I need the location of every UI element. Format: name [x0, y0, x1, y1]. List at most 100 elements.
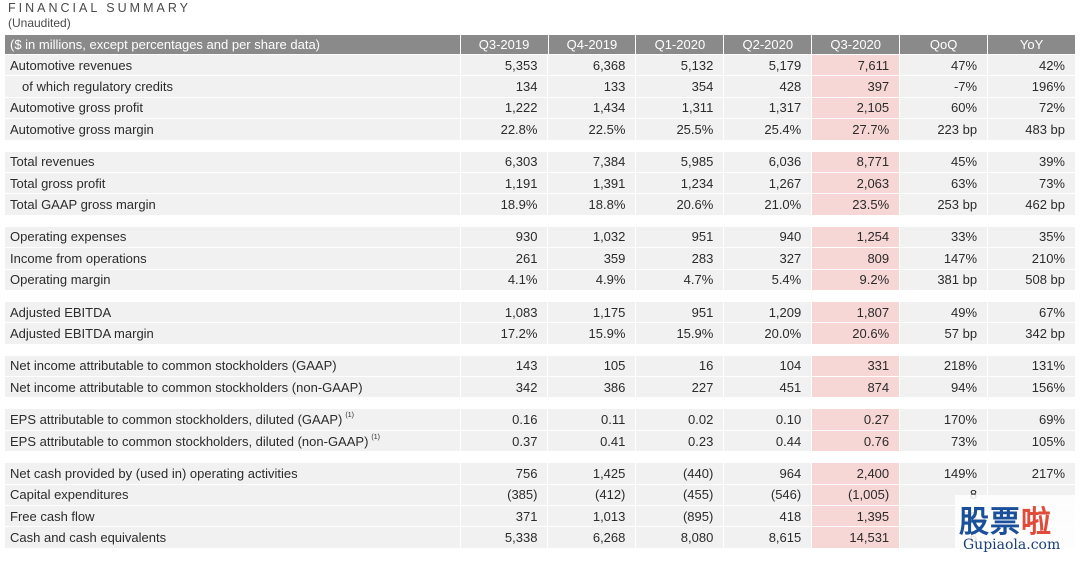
cell-q2-2020: 104 — [723, 355, 811, 377]
cell-qoq: 60% — [899, 97, 987, 119]
row-label-text: Total GAAP gross margin — [10, 197, 156, 213]
row-label: Adjusted EBITDA margin — [5, 323, 460, 343]
cell-q2-2020: 327 — [723, 248, 811, 269]
cell-q3-2020: 20.6% — [811, 323, 900, 344]
cell-q2-2020: 940 — [723, 226, 811, 248]
table-row: Operating margin 4.1% 4.9% 4.7% 5.4% 9.2% 381 … — [5, 269, 1075, 291]
cell-qoq: 33% — [899, 226, 987, 248]
page-subtitle: (Unaudited) — [8, 16, 71, 30]
cell-q3-2020: 1,254 — [811, 226, 900, 248]
table-row: Adjusted EBITDA 1,083 1,175 951 1,209 1,807 49… — [5, 301, 1075, 324]
cell-yoy: 73% — [987, 172, 1075, 194]
cell-q4-2019: 0.11 — [547, 409, 635, 430]
cell-q4-2019: 1,391 — [547, 172, 635, 194]
table-row: Total revenues 6,303 7,384 5,985 6,036 8,771 4… — [5, 151, 1075, 173]
row-label: Capital expenditures — [5, 485, 460, 505]
row-label: Operating expenses — [5, 227, 460, 247]
row-label: Net cash provided by (used in) operating… — [5, 463, 460, 483]
cell-q1-2020: 951 — [635, 226, 723, 248]
table-row: Cash and cash equivalents 5,338 6,268 8,080… — [5, 527, 1075, 549]
cell-qoq: 57 bp — [899, 323, 987, 344]
cell-q2-2020: (546) — [723, 484, 811, 506]
cell-q1-2020: 0.23 — [635, 430, 723, 452]
cell-q4-2019: (412) — [547, 484, 635, 506]
row-label: Adjusted EBITDA — [5, 302, 460, 322]
cell-q1-2020: 20.6% — [635, 194, 723, 215]
cell-q3-2020: 397 — [811, 76, 900, 97]
table-row: of which regulatory credits 134 133 354 428 3… — [5, 76, 1075, 98]
cell-q4-2019: 18.8% — [547, 194, 635, 215]
cell-q4-2019: 6,268 — [547, 527, 635, 548]
cell-q2-2020: 6,036 — [723, 151, 811, 172]
row-label-text: Free cash flow — [10, 508, 95, 524]
cell-yoy: 105% — [987, 430, 1075, 452]
row-label: Automotive gross profit — [5, 98, 460, 118]
table-row: EPS attributable to common stockholders,… — [5, 409, 1075, 431]
cell-q4-2019: 1,425 — [547, 463, 635, 484]
row-label-text: of which regulatory credits — [22, 79, 174, 95]
table-row: Income from operations 261 359 283 327 809 147… — [5, 248, 1075, 270]
row-label: Total gross profit — [5, 173, 460, 193]
cell-q4-2019: 359 — [547, 248, 635, 269]
cell-yoy: 508 bp — [987, 269, 1075, 290]
cell-q3-2019: 0.16 — [459, 409, 548, 430]
cell-q4-2019: 1,434 — [547, 97, 635, 119]
cell-q3-2020: 331 — [811, 355, 900, 377]
table-row: Automotive gross profit 1,222 1,434 1,311 1,… — [5, 97, 1075, 120]
cell-q2-2020: 1,209 — [723, 301, 811, 323]
row-label: Total GAAP gross margin — [5, 194, 460, 214]
header-label: ($ in millions, except percentages and p… — [10, 37, 321, 52]
cell-q3-2019: 5,338 — [459, 527, 548, 548]
cell-qoq: 45% — [899, 151, 987, 172]
cell-qoq: 63% — [899, 172, 987, 194]
cell-q2-2020: 25.4% — [723, 119, 811, 140]
cell-yoy: 42% — [987, 55, 1075, 76]
cell-qoq: 170% — [899, 409, 987, 430]
cell-q3-2020: 1,807 — [811, 301, 900, 323]
cell-q2-2020: 451 — [723, 377, 811, 398]
cell-q2-2020: 21.0% — [723, 194, 811, 215]
cell-yoy: 196% — [987, 76, 1075, 97]
cell-q3-2019: 6,303 — [459, 151, 548, 172]
row-label-text: Adjusted EBITDA — [10, 304, 112, 320]
cell-q2-2020: 1,267 — [723, 172, 811, 194]
cell-q1-2020: 8,080 — [635, 527, 723, 548]
watermark: 股票啦 Gupiaola.com — [955, 495, 1080, 561]
table-row: Automotive revenues 5,353 6,368 5,132 5,179 7… — [5, 55, 1075, 77]
cell-q3-2020: 2,400 — [811, 463, 900, 484]
cell-q3-2019: 5,353 — [459, 55, 548, 76]
cell-q3-2019: 0.37 — [459, 430, 548, 452]
header-col-q1-2020: Q1-2020 — [635, 35, 723, 54]
table-row: EPS attributable to common stockholders,… — [5, 430, 1075, 453]
cell-q1-2020: 5,985 — [635, 151, 723, 172]
cell-qoq: 8 — [899, 484, 987, 506]
row-label-text: Operating margin — [10, 272, 111, 288]
table-row: Total gross profit 1,191 1,391 1,234 1,267 2,… — [5, 172, 1075, 195]
cell-yoy: 217% — [987, 463, 1075, 484]
cell-q4-2019: 4.9% — [547, 269, 635, 290]
cell-q3-2019: 4.1% — [459, 269, 548, 290]
cell-yoy — [987, 484, 1075, 506]
cell-q1-2020: 951 — [635, 301, 723, 323]
cell-q3-2019: 342 — [459, 377, 548, 398]
row-label: EPS attributable to common stockholders,… — [5, 431, 460, 451]
row-label: Automotive revenues — [5, 55, 460, 75]
cell-q3-2020: 23.5% — [811, 194, 900, 215]
row-label-text: Automotive revenues — [10, 57, 133, 73]
row-label-text: EPS attributable to common stockholders,… — [10, 433, 369, 449]
row-label-text: Total gross profit — [10, 175, 106, 191]
watermark-url: Gupiaola.com — [963, 537, 1061, 553]
table-row: Capital expenditures (385) (412) (455) (546)… — [5, 484, 1075, 507]
cell-q2-2020: 5,179 — [723, 55, 811, 76]
header-col-q2-2020: Q2-2020 — [723, 35, 811, 54]
row-label-text: Net income attributable to common stockh… — [10, 379, 363, 395]
row-label-text: Cash and cash equivalents — [10, 530, 167, 546]
cell-qoq: 223 bp — [899, 119, 987, 140]
cell-q4-2019: 6,368 — [547, 55, 635, 76]
cell-q3-2019: 371 — [459, 506, 548, 527]
table-row: Net income attributable to common stockh… — [5, 355, 1075, 378]
cell-q3-2020: 2,063 — [811, 172, 900, 194]
cell-q2-2020: 1,317 — [723, 97, 811, 119]
cell-yoy: 35% — [987, 226, 1075, 248]
cell-q1-2020: 354 — [635, 76, 723, 97]
